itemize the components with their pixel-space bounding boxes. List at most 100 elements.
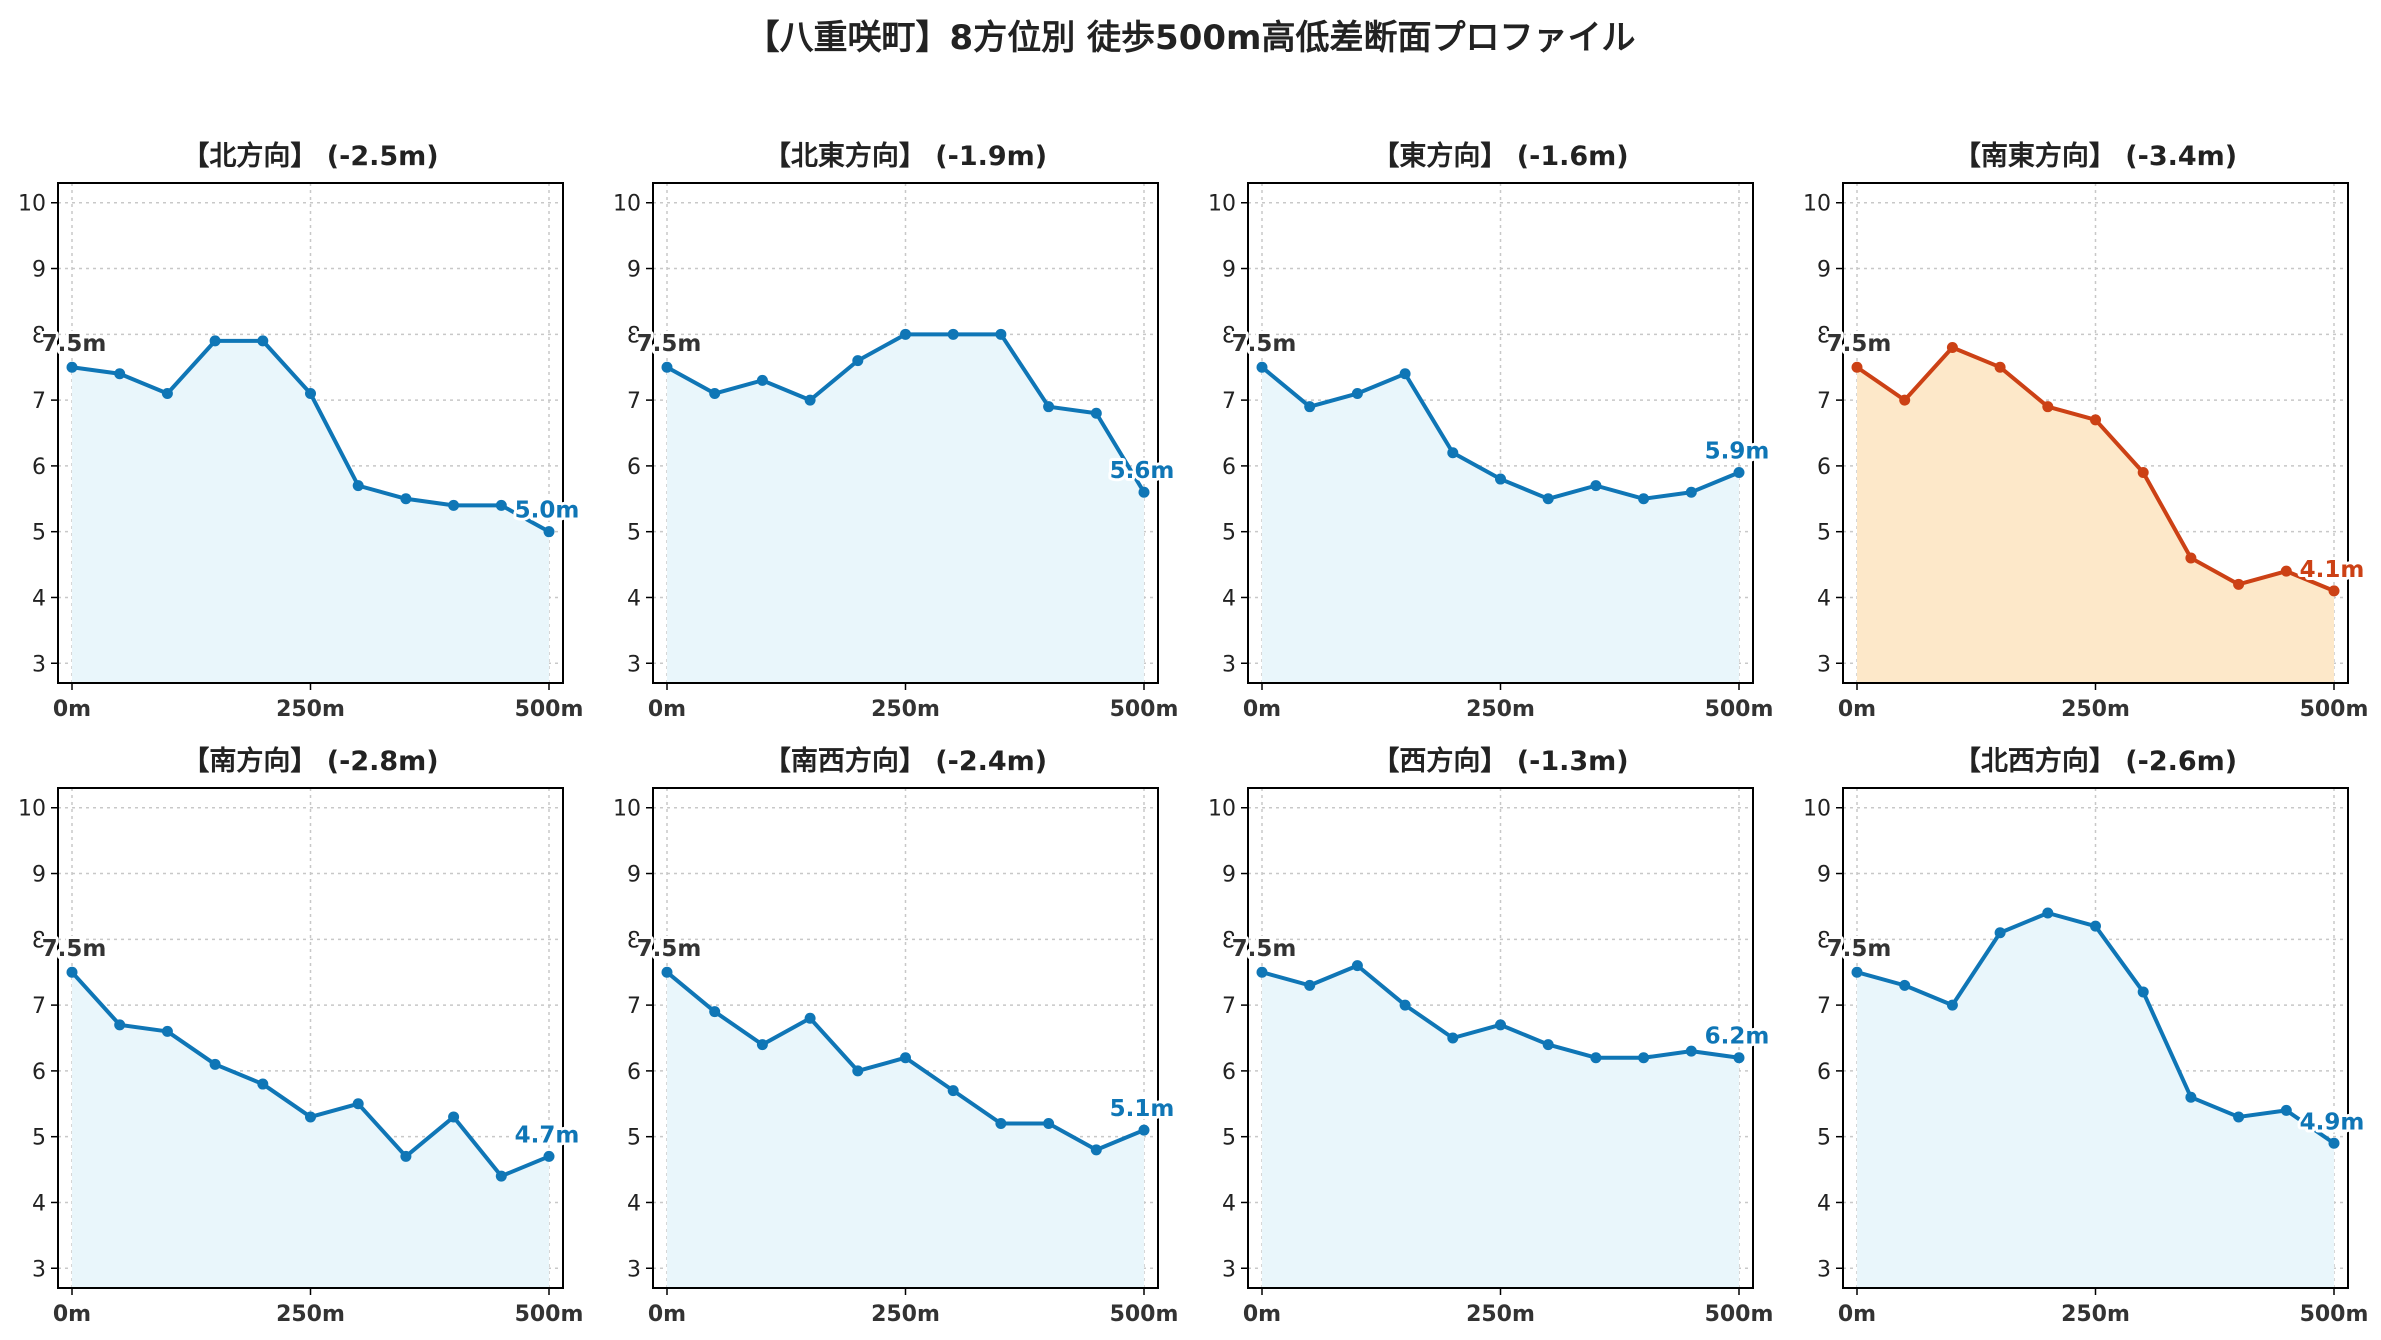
- start-label-halo: 7.5m: [637, 936, 702, 962]
- y-tick-label: 5: [32, 1126, 46, 1151]
- y-tick-label: 10: [18, 192, 46, 217]
- y-tick-label: 7: [1817, 994, 1831, 1019]
- data-point: [161, 388, 173, 400]
- x-tick-label: 0m: [1243, 1302, 1281, 1327]
- data-point: [1090, 1144, 1102, 1156]
- data-point: [448, 499, 460, 511]
- end-label-halo: 5.0m: [515, 498, 580, 524]
- start-label: 7.5m: [42, 331, 107, 357]
- start-label: 7.5m: [637, 331, 702, 357]
- y-tick-label: 8: [627, 323, 641, 348]
- data-point: [852, 1065, 864, 1077]
- start-label: 7.5m: [637, 936, 702, 962]
- x-tick-label: 0m: [53, 1302, 91, 1327]
- figure-title-wrap: 【八重咲町】8方位別 徒歩500m高低差断面プロファイル: [0, 10, 2381, 59]
- end-label-halo: 5.9m: [1705, 438, 1770, 464]
- y-tick-label: 10: [1208, 192, 1236, 217]
- x-tick-label: 0m: [53, 697, 91, 722]
- y-tick-label: 9: [627, 863, 641, 888]
- data-point: [1851, 966, 1863, 978]
- data-point: [1733, 466, 1745, 478]
- start-label-halo: 7.5m: [1232, 936, 1297, 962]
- y-tick-label: 3: [32, 1257, 46, 1282]
- end-label-halo: 5.1m: [1110, 1096, 1175, 1122]
- data-point: [2042, 907, 2054, 919]
- y-tick-label: 9: [32, 863, 46, 888]
- panel-title: 【南東方向】 (-3.4m): [1954, 140, 2237, 172]
- end-label-halo: 5.6m: [1110, 458, 1175, 484]
- x-tick-label: 0m: [1838, 1302, 1876, 1327]
- data-point: [852, 355, 864, 367]
- y-tick-label: 3: [1222, 1257, 1236, 1282]
- y-tick-label: 3: [627, 1257, 641, 1282]
- data-point: [900, 328, 911, 340]
- data-point: [448, 1111, 460, 1123]
- y-tick-label: 5: [1817, 521, 1831, 546]
- x-tick-label: 500m: [515, 1302, 584, 1327]
- data-point: [1495, 473, 1506, 485]
- data-point: [709, 388, 721, 400]
- y-tick-label: 3: [1222, 652, 1236, 677]
- data-point: [804, 1012, 816, 1024]
- x-tick-label: 500m: [1110, 697, 1179, 722]
- y-tick-label: 8: [1817, 323, 1831, 348]
- y-tick-label: 10: [18, 797, 46, 822]
- y-tick-label: 10: [1208, 797, 1236, 822]
- y-tick-label: 5: [627, 1126, 641, 1151]
- data-point: [1946, 341, 1958, 353]
- y-tick-label: 6: [1222, 1060, 1236, 1085]
- data-point: [352, 1098, 364, 1110]
- end-label-halo: 4.9m: [2300, 1109, 2365, 1135]
- y-tick-label: 9: [1222, 258, 1236, 283]
- y-tick-label: 4: [1817, 586, 1831, 611]
- y-tick-label: 7: [627, 994, 641, 1019]
- data-point: [1899, 979, 1911, 991]
- area-fill: [667, 972, 1144, 1288]
- x-tick-label: 0m: [1243, 697, 1281, 722]
- data-point: [66, 966, 78, 978]
- y-tick-label: 10: [613, 192, 641, 217]
- y-tick-label: 4: [627, 586, 641, 611]
- y-tick-label: 4: [1222, 1191, 1236, 1216]
- data-point: [114, 1019, 126, 1031]
- data-point: [352, 480, 364, 492]
- x-tick-label: 500m: [1705, 1302, 1774, 1327]
- data-point: [1638, 1052, 1650, 1064]
- y-tick-label: 7: [32, 389, 46, 414]
- start-label: 7.5m: [1827, 331, 1892, 357]
- y-tick-label: 8: [32, 928, 46, 953]
- end-label-halo: 6.2m: [1705, 1024, 1770, 1050]
- data-point: [2137, 466, 2149, 478]
- data-point: [257, 335, 269, 347]
- end-label: 5.0m: [515, 498, 580, 524]
- end-label: 4.7m: [515, 1122, 580, 1148]
- y-tick-label: 8: [1222, 323, 1236, 348]
- y-tick-label: 3: [627, 652, 641, 677]
- data-point: [1090, 407, 1102, 419]
- y-tick-label: 9: [32, 258, 46, 283]
- data-point: [2090, 414, 2101, 426]
- start-label: 7.5m: [1232, 331, 1297, 357]
- data-point: [1256, 966, 1268, 978]
- y-tick-label: 9: [1817, 863, 1831, 888]
- data-point: [1138, 486, 1150, 498]
- start-label-halo: 7.5m: [1827, 331, 1892, 357]
- y-tick-label: 7: [1817, 389, 1831, 414]
- x-tick-label: 250m: [2061, 697, 2130, 722]
- data-point: [1043, 1118, 1055, 1130]
- data-point: [400, 1150, 412, 1162]
- data-point: [947, 1085, 959, 1097]
- y-tick-label: 6: [32, 455, 46, 480]
- data-point: [2185, 1091, 2197, 1103]
- y-tick-label: 7: [627, 389, 641, 414]
- data-point: [305, 1111, 316, 1123]
- x-tick-label: 250m: [1466, 697, 1535, 722]
- data-point: [2328, 585, 2340, 597]
- y-tick-label: 7: [32, 994, 46, 1019]
- x-tick-label: 0m: [1838, 697, 1876, 722]
- x-tick-label: 250m: [1466, 1302, 1535, 1327]
- end-label-halo: 4.7m: [515, 1122, 580, 1148]
